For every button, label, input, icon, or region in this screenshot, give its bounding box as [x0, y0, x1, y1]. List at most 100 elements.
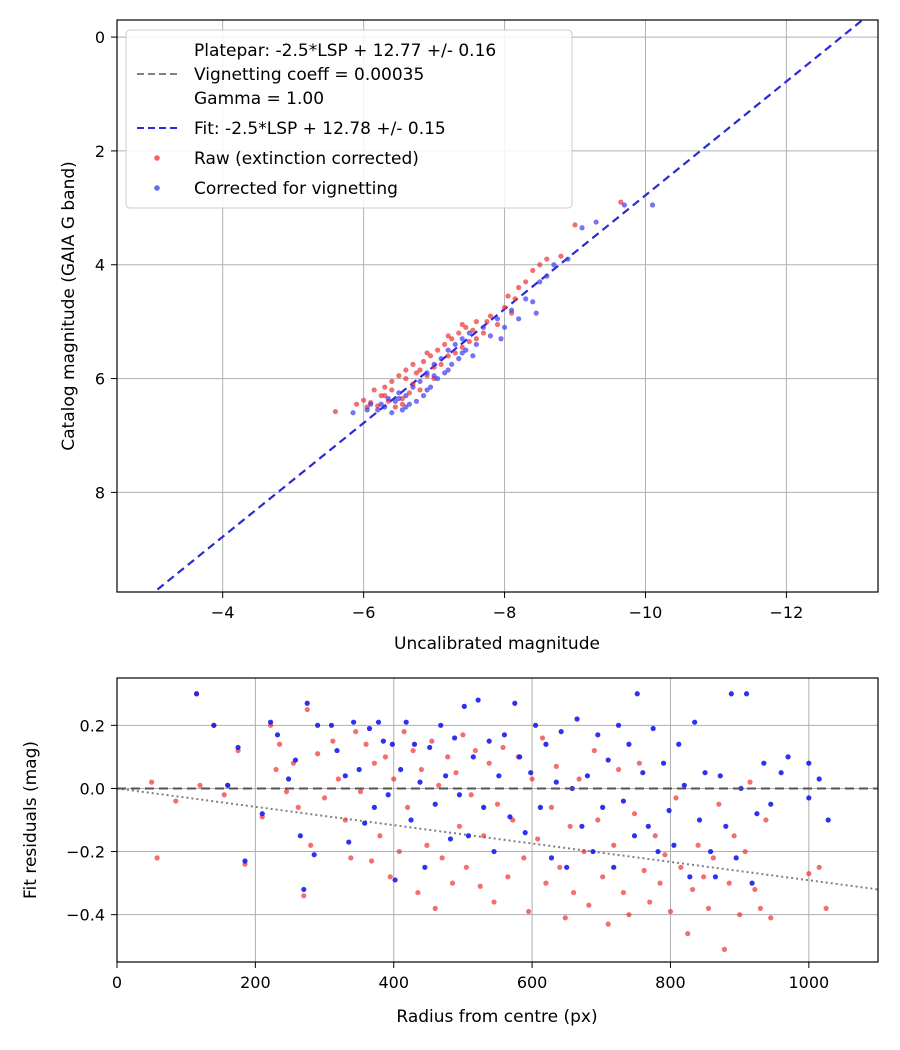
bottom-data-point [574, 716, 580, 722]
bottom-data-point [301, 886, 307, 893]
bottom-data-point [410, 747, 416, 754]
bottom-data-point [311, 852, 317, 858]
bottom-data-point [626, 741, 632, 747]
bottom-data-point [371, 804, 377, 810]
bottom-data-point [705, 905, 712, 911]
top-data-point [449, 336, 455, 342]
bottom-data-point [432, 905, 438, 911]
top-data-point [350, 410, 356, 416]
legend-entry-label: Platepar: -2.5*LSP + 12.77 +/- 0.16 [194, 41, 496, 61]
top-y-tick-label: 4 [95, 256, 105, 275]
bottom-data-point [276, 741, 283, 747]
bottom-data-point [615, 766, 622, 773]
top-data-point [480, 324, 487, 330]
top-data-point [649, 202, 656, 208]
bottom-data-point [148, 779, 155, 785]
bottom-y-axis-label: Fit residuals (mag) [21, 741, 41, 899]
top-data-point [445, 367, 451, 373]
bottom-data-point [631, 833, 638, 839]
bottom-data-point [505, 874, 511, 880]
bottom-data-point [342, 817, 348, 823]
bottom-data-point [463, 864, 469, 870]
top-data-point [523, 279, 529, 285]
top-data-point [463, 347, 469, 353]
bottom-data-point [391, 776, 397, 782]
top-data-point [505, 293, 511, 299]
bottom-plot-frame [116, 677, 879, 963]
bottom-x-tick-label: 800 [655, 973, 686, 992]
bottom-data-point [749, 880, 755, 886]
bottom-ticks: 0 200 400 600 800 1000 0.2 0.0 −0.2 −0.4 [66, 716, 829, 992]
top-data-point [403, 367, 409, 373]
legend-entry-label: Vignetting coeff = 0.00035 [194, 65, 424, 85]
bottom-data-point [562, 915, 568, 921]
bottom-data-point [567, 823, 573, 829]
bottom-data-point [728, 691, 734, 697]
bottom-data-point [595, 732, 601, 738]
bottom-data-point [491, 848, 497, 855]
bottom-data-point [571, 889, 577, 896]
top-y-axis-label: Catalog magnitude (GAIA G band) [59, 161, 79, 451]
legend-swatch-dot [154, 155, 160, 161]
bottom-data-point [494, 801, 501, 807]
bottom-data-point [512, 700, 518, 706]
bottom-data-point [481, 833, 487, 839]
top-data-point [403, 375, 409, 382]
bottom-data-point [375, 719, 382, 725]
top-data-point [544, 273, 550, 279]
top-data-point [473, 341, 479, 348]
top-data-point [516, 316, 522, 322]
bottom-data-point [297, 833, 303, 839]
bottom-data-point [605, 757, 611, 763]
bottom-data-point [631, 811, 638, 817]
bottom-data-point [660, 760, 667, 766]
bottom-data-point [816, 864, 822, 870]
top-data-point [424, 350, 430, 356]
top-data-point [445, 353, 451, 359]
top-data-point [530, 267, 536, 274]
bottom-data-point [650, 725, 656, 732]
top-data-point [544, 256, 550, 262]
bottom-data-point [452, 735, 458, 741]
top-data-point [396, 395, 402, 402]
top-data-point [459, 321, 465, 328]
bottom-data-point [274, 732, 281, 738]
top-data-point [459, 336, 465, 342]
top-data-point [537, 262, 543, 268]
bottom-data-point [225, 782, 231, 788]
bottom-data-point [315, 722, 321, 728]
top-data-point [332, 408, 339, 415]
bottom-data-point [221, 792, 227, 798]
bottom-data-point [389, 741, 395, 747]
bottom-data-point [652, 833, 658, 839]
bottom-data-point [576, 776, 582, 782]
bottom-x-axis-label: Radius from centre (px) [396, 1007, 597, 1027]
bottom-data-point [615, 722, 622, 728]
bottom-data-point [645, 823, 651, 829]
bottom-data-point [392, 877, 398, 883]
bottom-data-point [295, 804, 301, 810]
bottom-data-point [666, 807, 672, 814]
top-plot-frame [116, 19, 879, 593]
bottom-data-point [371, 760, 377, 766]
bottom-data-point [655, 848, 661, 855]
legend-entry-label: Raw (extinction corrected) [194, 149, 419, 169]
bottom-data-point [334, 747, 340, 754]
top-data-point [410, 361, 416, 367]
bottom-data-point [539, 735, 546, 741]
top-data-point [621, 202, 627, 208]
legend-entry-label: Fit: -2.5*LSP + 12.78 +/- 0.15 [194, 119, 446, 139]
bottom-data-point [595, 817, 601, 823]
bottom-data-point [453, 770, 459, 776]
top-data-point [494, 316, 501, 322]
bottom-data-point [461, 703, 467, 710]
top-data-point [530, 299, 536, 305]
top-data-point [463, 324, 469, 330]
bottom-data-point [292, 757, 299, 763]
top-data-point [512, 296, 518, 302]
bottom-data-point [673, 795, 679, 801]
top-y-tick-label: 8 [95, 483, 105, 502]
bottom-data-point [696, 817, 703, 823]
bottom-data-point [415, 889, 421, 896]
top-data-point [368, 401, 374, 407]
